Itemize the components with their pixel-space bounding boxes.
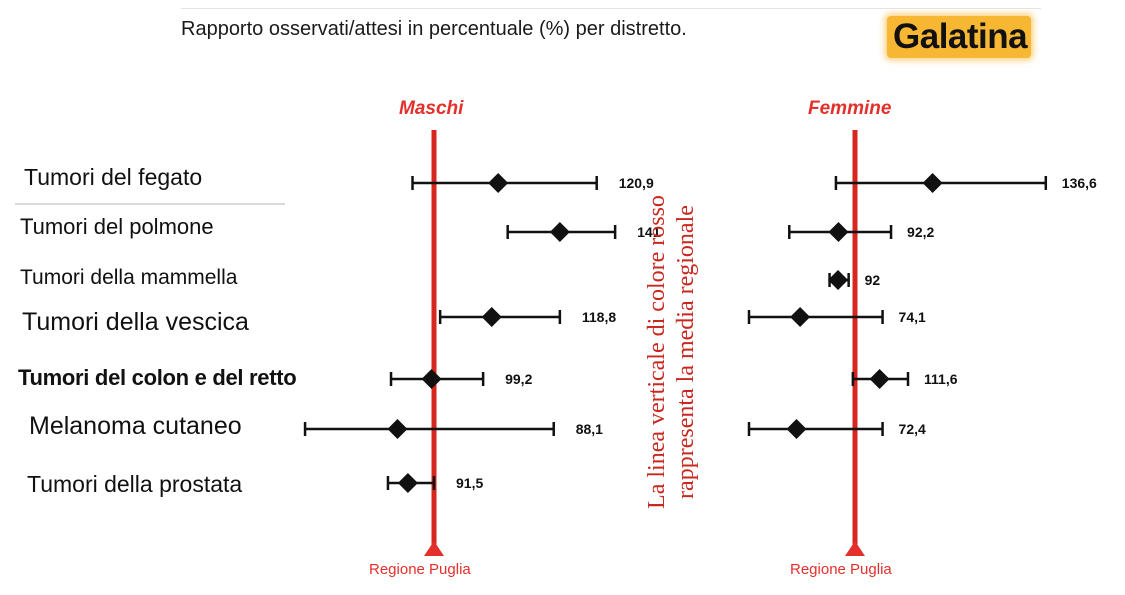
- city-label: Galatina: [893, 17, 1028, 56]
- data-label-femmine-0: 136,6: [1062, 175, 1097, 191]
- reference-label-maschi: Regione Puglia: [369, 561, 471, 578]
- data-label-maschi-3: 118,8: [582, 309, 616, 325]
- category-label-vescica: Tumori della vescica: [22, 308, 249, 337]
- data-point-maschi-0: [488, 173, 509, 193]
- data-label-maschi-1: 141: [637, 224, 661, 240]
- data-label-maschi-0: 120,9: [619, 175, 654, 191]
- data-label-femmine-3: 74,1: [899, 309, 926, 325]
- data-point-femmine-3: [790, 307, 811, 327]
- reference-marker-femmine: [845, 541, 865, 556]
- data-point-maschi-6: [397, 473, 418, 493]
- reference-note-line-2: rappresenta la media regionale: [673, 205, 699, 499]
- top-divider: [181, 8, 1041, 9]
- data-point-maschi-4: [421, 369, 442, 389]
- data-label-femmine-4: 111,6: [924, 371, 958, 387]
- data-label-femmine-2: 92: [865, 272, 881, 288]
- data-point-femmine-2: [828, 270, 849, 290]
- category-label-mammella: Tumori della mammella: [20, 266, 238, 290]
- panel-title-maschi: Maschi: [399, 98, 464, 119]
- category-label-colon-retto: Tumori del colon e del retto: [18, 365, 297, 391]
- plot-panel-maschi: 120,9 141 118,8 99,2 88,1 91,5: [303, 130, 661, 556]
- plot-panel-femmine: 136,6 92,2 92 74,1 111,6 72,4: [747, 130, 1097, 556]
- data-point-femmine-1: [828, 222, 849, 242]
- reference-label-femmine: Regione Puglia: [790, 561, 892, 578]
- reference-note-text: La linea verticale di colore rosso rappr…: [643, 195, 701, 509]
- category-label-fegato: Tumori del fegato: [24, 164, 203, 191]
- data-label-maschi-4: 99,2: [505, 371, 532, 387]
- data-label-maschi-6: 91,5: [456, 475, 483, 491]
- category-label-melanoma: Melanoma cutaneo: [29, 412, 242, 441]
- data-point-femmine-0: [922, 173, 943, 193]
- data-point-maschi-3: [481, 307, 502, 327]
- reference-note-line-1: La linea verticale di colore rosso: [644, 195, 670, 509]
- data-point-maschi-5: [387, 419, 408, 439]
- data-point-femmine-5: [786, 419, 807, 439]
- data-label-maschi-5: 88,1: [576, 421, 603, 437]
- data-point-femmine-4: [869, 369, 890, 389]
- label-divider: [15, 203, 285, 205]
- data-point-maschi-1: [549, 222, 570, 242]
- city-highlight: [887, 16, 1031, 58]
- data-label-femmine-1: 92,2: [907, 224, 934, 240]
- category-label-prostata: Tumori della prostata: [27, 471, 243, 498]
- reference-marker-maschi: [424, 541, 444, 556]
- chart-title: Rapporto osservati/attesi in percentuale…: [181, 18, 687, 40]
- panel-title-femmine: Femmine: [808, 98, 892, 119]
- category-label-polmone: Tumori del polmone: [20, 214, 214, 240]
- data-label-femmine-5: 72,4: [899, 421, 926, 437]
